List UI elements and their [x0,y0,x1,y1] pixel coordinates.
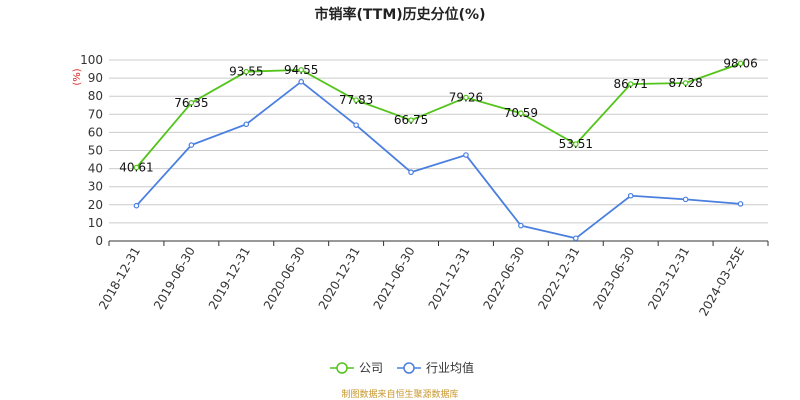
x-tick-label: 2024-03-25E [696,245,747,319]
series-lines [133,60,744,242]
grid-lines [109,59,768,224]
series-point-industry [243,121,250,128]
y-tick-label: 80 [88,89,103,103]
series-point-company [572,141,579,147]
chart-title: 市销率(TTM)历史分位(%) [315,6,486,23]
axes [108,240,769,246]
series-point-company [682,80,689,86]
y-tick-label: 10 [88,216,103,230]
y-axis-unit-label: (%) [72,68,83,85]
series-point-company [188,100,195,106]
x-tick-label: 2022-12-31 [535,245,582,312]
x-tick-label: 2022-06-30 [480,245,527,312]
x-tick-label: 2023-12-31 [645,245,692,312]
y-tick-label: 20 [88,198,103,212]
series-point-company [408,117,414,123]
series-point-company [133,164,140,171]
legend-item-industry[interactable]: 行业均值 [397,360,474,375]
series-point-industry [408,169,414,176]
legend: 公司 行业均值 [330,360,474,375]
x-tick-label: 2019-06-30 [151,245,198,312]
series-point-company [737,60,744,67]
series-line-company [135,62,741,169]
x-tick-label: 2018-12-31 [96,245,143,312]
series-point-company [463,94,469,101]
y-tick-label: 0 [95,234,103,248]
x-tick-labels: 2018-12-31 2019-06-30 2019-12-31 2020-06-30… [96,245,747,319]
y-tick-label: 100 [80,53,103,67]
legend-company-label: 公司 [359,361,383,375]
series-point-industry [298,78,305,85]
series-point-company [518,110,524,117]
series-point-industry [188,142,195,148]
data-label-company: 98.06 [723,57,757,71]
series-point-industry [627,192,634,199]
series-point-industry [737,201,744,207]
data-label-company: 93.55 [229,65,263,79]
legend-company-circle-icon [336,362,348,374]
data-label-company: 79.26 [449,91,483,105]
y-tick-labels: 0 10 20 30 40 50 60 70 80 90 100 [80,53,103,248]
x-tick-label: 2021-06-30 [371,245,418,312]
series-point-industry [463,152,469,158]
data-label-company: 76.35 [174,96,208,110]
data-label-company: 94.55 [284,63,318,77]
data-label-company: 66.75 [394,113,428,127]
data-label-company: 70.59 [504,106,538,120]
y-tick-label: 70 [88,107,103,121]
series-point-industry [682,196,689,203]
series-point-company [298,67,305,73]
legend-item-company[interactable]: 公司 [330,361,383,375]
data-label-company: 77.83 [339,93,373,107]
y-tick-label: 90 [88,71,103,85]
series-point-company [627,81,634,87]
data-label-company: 86.71 [614,77,648,91]
series-line-industry [135,80,741,240]
x-tick-label: 2019-12-31 [206,245,253,312]
source-note: 制图数据来自恒生聚源数据库 [341,388,458,400]
series-point-company [353,97,359,103]
y-tick-label: 40 [88,162,103,176]
series-point-industry [518,222,524,229]
x-tick-label: 2021-12-31 [426,245,473,312]
x-tick-label: 2023-06-30 [590,245,637,312]
series-point-industry [353,122,359,128]
series-point-industry [572,235,579,242]
data-label-company: 53.51 [559,137,593,151]
y-tick-label: 30 [88,180,103,194]
data-label-company: 87.28 [668,76,702,90]
series-point-company [243,68,250,75]
x-tick-label: 2020-06-30 [261,245,308,312]
legend-industry-label: 行业均值 [426,360,474,375]
legend-industry-circle-icon [403,362,415,374]
data-labels: 40.61 76.35 93.55 94.55 77.83 66.75 79.26 70.59… [119,57,757,175]
y-tick-label: 50 [88,144,103,158]
y-tick-label: 60 [88,125,103,139]
data-label-company: 40.61 [119,160,153,174]
x-tick-label: 2020-12-31 [316,245,363,312]
series-point-industry [133,202,140,209]
